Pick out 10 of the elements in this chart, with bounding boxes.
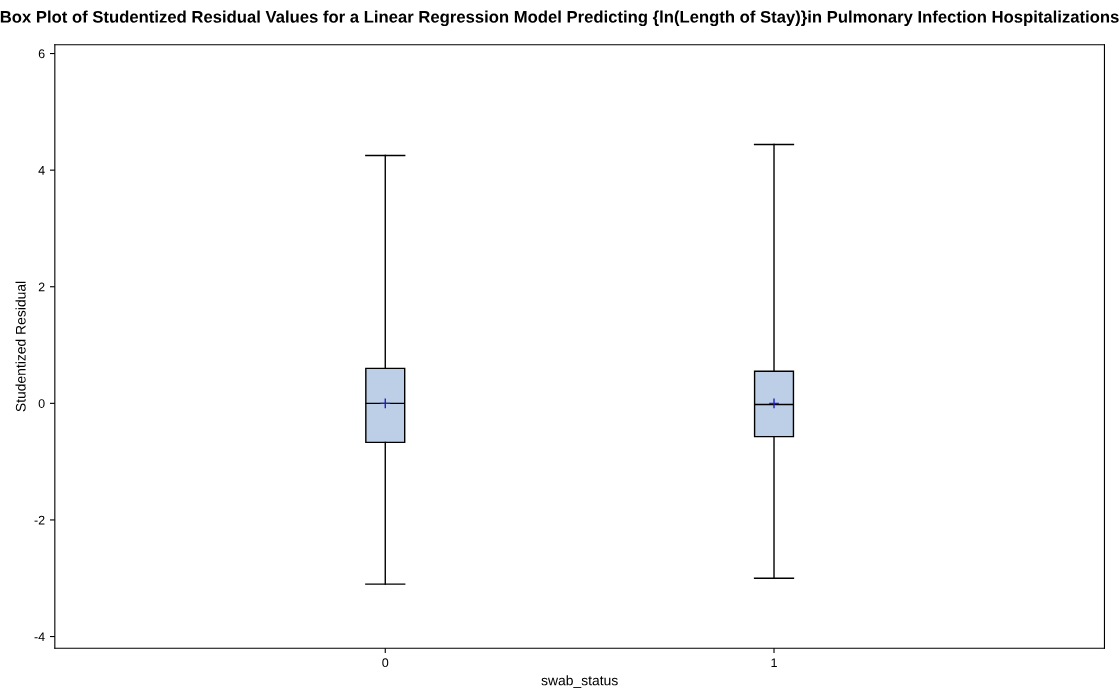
y-axis-title: Studentized Residual bbox=[15, 281, 26, 412]
y-tick-label: -4 bbox=[34, 632, 45, 642]
chart-title: Box Plot of Studentized Residual Values for a Linear Regression Model Predicting {ln(Length of Stay)}in Pulmonary Infection Hospitalizations bbox=[0, 10, 1119, 27]
y-tick-label: -2 bbox=[34, 515, 45, 525]
x-axis-title: swab_status bbox=[541, 675, 618, 688]
y-tick-label: 4 bbox=[38, 166, 45, 175]
y-tick-label: 2 bbox=[38, 282, 45, 292]
y-tick-label: 0 bbox=[38, 399, 45, 408]
y-tick-label: 6 bbox=[38, 49, 45, 59]
x-tick-label: 1 bbox=[771, 658, 777, 667]
